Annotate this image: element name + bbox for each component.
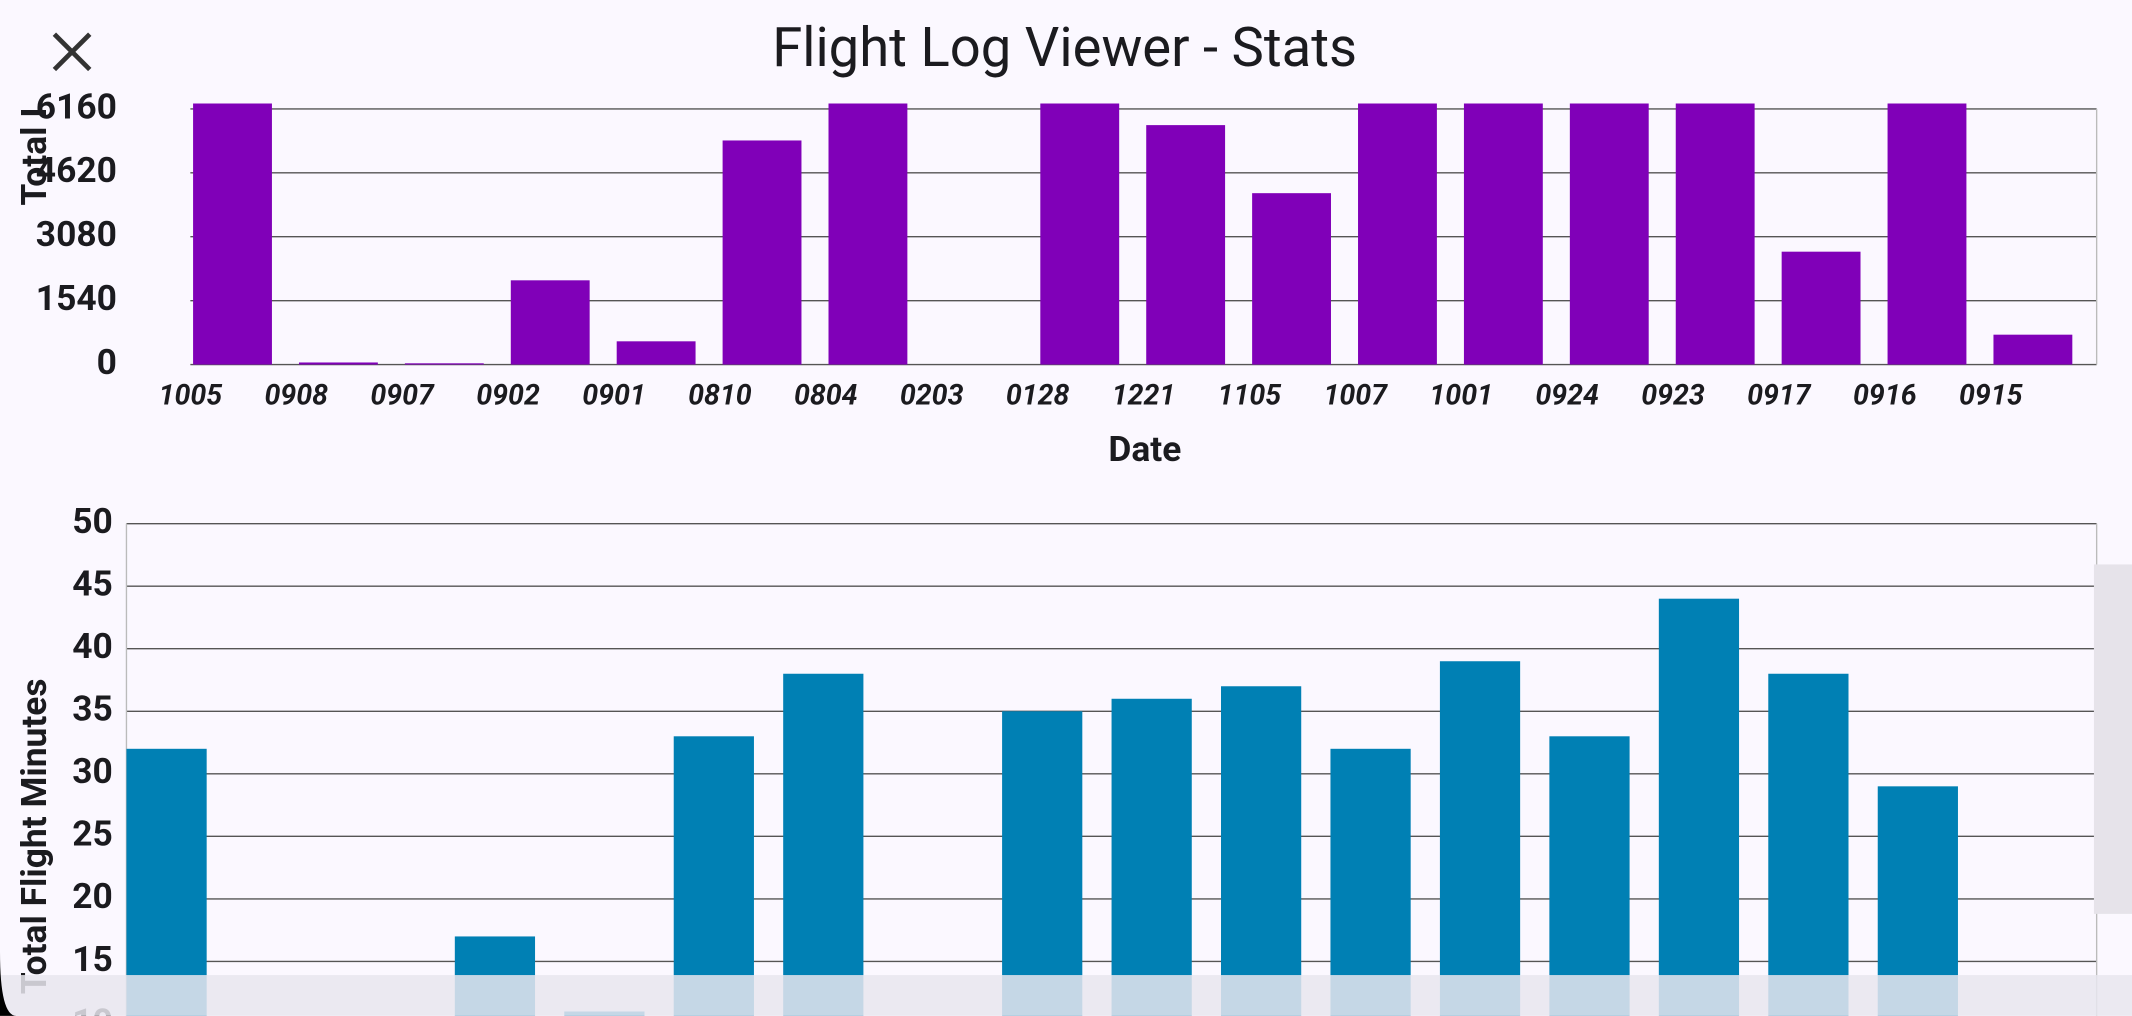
x-tick-label: 0203 (900, 379, 964, 412)
bar (673, 736, 754, 1016)
x-tick-label: 0917 (1747, 379, 1812, 412)
x-tick-label: 0128 (1006, 379, 1070, 412)
y-tick-label: 50 (72, 500, 113, 542)
bar (1463, 103, 1543, 365)
y-axis-title: Total I (13, 107, 55, 205)
bar (193, 103, 272, 365)
bar (298, 362, 378, 365)
bar (1002, 711, 1083, 1016)
bar (1768, 673, 1849, 1016)
y-axis-title: Total Flight Minutes (13, 678, 55, 994)
x-tick-label: 0916 (1853, 379, 1917, 412)
bottom-bar (0, 975, 2132, 1016)
y-tick-label: 4620 (36, 149, 117, 191)
x-tick-label: 0915 (1959, 379, 2023, 412)
bar (1675, 103, 1755, 365)
x-tick-label: 0804 (794, 379, 858, 412)
y-tick-label: 3080 (36, 213, 117, 255)
bar (1252, 193, 1331, 365)
y-tick-label: 20 (72, 875, 113, 917)
corner (0, 951, 17, 1016)
bar (404, 363, 484, 365)
y-tick-label: 35 (72, 688, 113, 730)
bar (722, 140, 802, 365)
y-tick-label: 30 (72, 750, 113, 792)
y-tick-label: 0 (97, 341, 117, 383)
y-tick-label: 40 (72, 625, 113, 667)
bar (126, 748, 207, 1016)
bar (1569, 103, 1649, 365)
y-tick-label: 25 (72, 813, 113, 855)
x-tick-label: 1007 (1324, 379, 1389, 412)
scrollbar (2093, 564, 2132, 914)
bar (1111, 698, 1192, 1016)
bars (193, 103, 2073, 365)
bar (616, 341, 696, 365)
x-tick-label: 0924 (1535, 379, 1599, 412)
y-tick-label: 1540 (36, 277, 117, 319)
bar (1330, 748, 1411, 1016)
bar (1221, 686, 1302, 1016)
x-tick-label: 0902 (476, 379, 540, 412)
x-tick-label: 0923 (1641, 379, 1705, 412)
x-axis-title: Date (1108, 428, 1181, 470)
x-tick-label: 1001 (1429, 379, 1493, 412)
x-tick-label: 0908 (264, 379, 328, 412)
bar (1358, 103, 1437, 365)
x-tick-label: 1105 (1218, 379, 1282, 412)
y-tick-label: 15 (72, 938, 113, 980)
bar (783, 673, 864, 1016)
app-bar (0, 0, 2132, 93)
bars (126, 598, 1958, 1016)
x-tick-label: 0907 (370, 379, 435, 412)
x-tick-label: 1221 (1112, 379, 1176, 412)
app-title: Flight Log Viewer - Stats (772, 17, 1357, 80)
x-tick-label: 0810 (688, 379, 752, 412)
bar (1146, 125, 1226, 365)
bar (1887, 103, 1967, 365)
chart: 101520253035404550Total Flight Minutes (13, 500, 2098, 1016)
bar (828, 103, 908, 365)
bar (1549, 736, 1630, 1016)
bar (1040, 103, 1120, 365)
bar (1658, 598, 1740, 1016)
x-tick-label: 1005 (159, 379, 223, 412)
bar (1439, 661, 1521, 1016)
x-tick-label: 0901 (582, 379, 646, 412)
close-button[interactable] (52, 32, 92, 72)
bar (1993, 334, 2073, 365)
y-tick-label: 45 (72, 563, 113, 605)
bar (1781, 251, 1861, 365)
bar (510, 280, 590, 365)
